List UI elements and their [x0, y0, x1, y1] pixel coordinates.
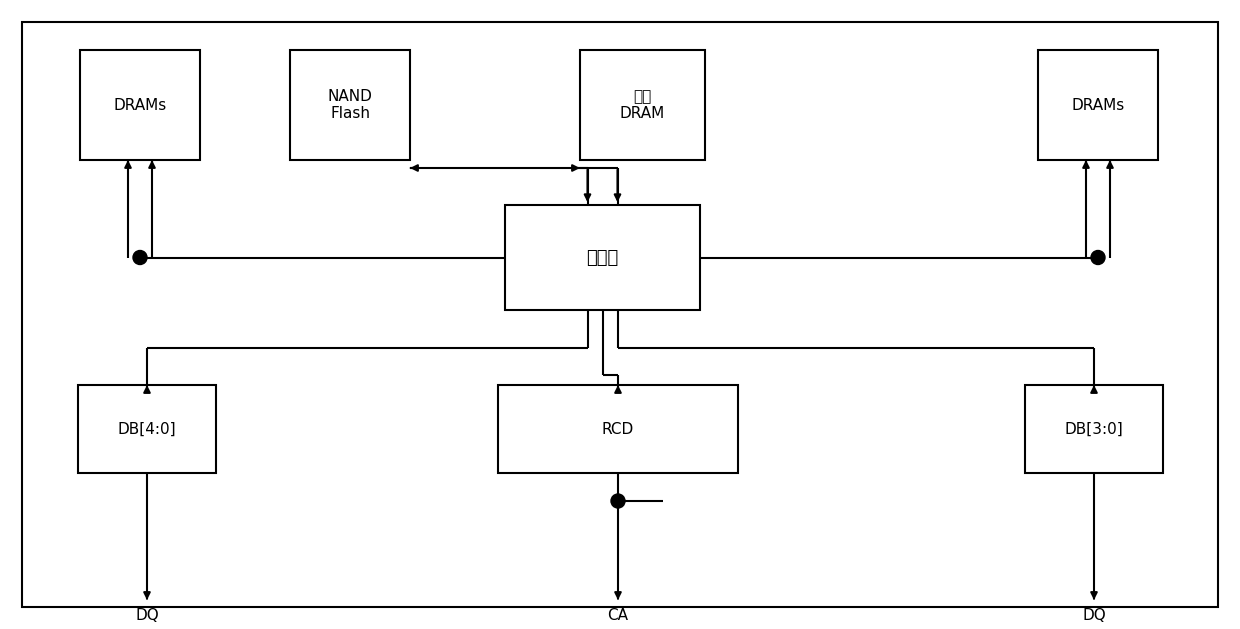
Bar: [580, 50, 706, 160]
Bar: [1038, 50, 1158, 160]
Text: DRAMs: DRAMs: [113, 97, 166, 113]
Circle shape: [1091, 250, 1105, 265]
Text: DQ: DQ: [135, 608, 159, 623]
Bar: [290, 50, 410, 160]
Bar: [505, 205, 701, 310]
Circle shape: [611, 494, 625, 508]
Text: CA: CA: [608, 608, 629, 623]
Bar: [78, 385, 216, 473]
Text: 控制器: 控制器: [587, 248, 619, 267]
Bar: [1025, 385, 1163, 473]
Text: DB[4:0]: DB[4:0]: [118, 421, 176, 437]
Text: DB[3:0]: DB[3:0]: [1065, 421, 1123, 437]
Text: DRAMs: DRAMs: [1071, 97, 1125, 113]
Bar: [81, 50, 200, 160]
Circle shape: [133, 250, 148, 265]
Bar: [498, 385, 738, 473]
Text: 本地
DRAM: 本地 DRAM: [620, 89, 665, 121]
Text: RCD: RCD: [601, 421, 634, 437]
Text: NAND
Flash: NAND Flash: [327, 89, 372, 121]
Text: DQ: DQ: [1083, 608, 1106, 623]
